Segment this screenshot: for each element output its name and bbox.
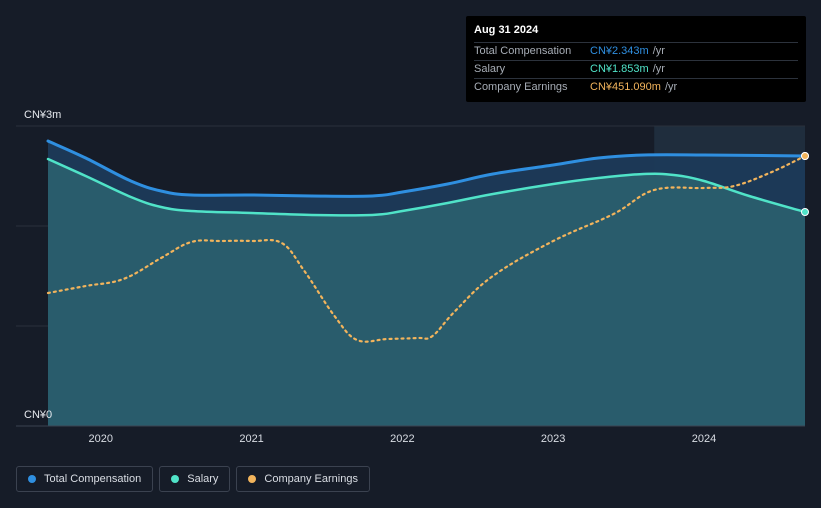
x-tick-label: 2022 bbox=[390, 433, 414, 445]
salary-area bbox=[48, 159, 805, 426]
tooltip-row-value: CN¥2.343m bbox=[590, 45, 649, 57]
legend-dot-icon bbox=[28, 475, 36, 483]
y-axis-bottom-label: CN¥0 bbox=[24, 409, 52, 421]
series-end-marker bbox=[801, 208, 809, 216]
tooltip-row-unit: /yr bbox=[652, 45, 665, 57]
x-tick-label: 2021 bbox=[239, 433, 263, 445]
tooltip-row-company-earnings: Company Earnings CN¥451.090m /yr bbox=[474, 78, 798, 96]
total-compensation-line bbox=[46, 139, 807, 198]
legend-dot-icon bbox=[171, 475, 180, 483]
tooltip-row-salary: Salary CN¥1.853m /yr bbox=[474, 60, 798, 78]
tooltip-row-total-compensation: Total Compensation CN¥2.343m /yr bbox=[474, 42, 798, 60]
tooltip-row-value: CN¥1.853m bbox=[590, 63, 649, 75]
tooltip-row-name: Total Compensation bbox=[474, 45, 572, 57]
tooltip-row-value: CN¥451.090m bbox=[590, 81, 661, 93]
legend-item-company-earnings[interactable]: Company Earnings bbox=[236, 466, 370, 492]
legend-dot-icon bbox=[248, 475, 257, 483]
salary-line bbox=[46, 157, 807, 217]
x-tick-label: 2020 bbox=[89, 433, 113, 445]
x-axis-ticks: 2020 2021 2022 2023 2024 bbox=[89, 433, 717, 445]
legend: Total Compensation Salary Company Earnin… bbox=[16, 466, 370, 492]
legend-label: Company Earnings bbox=[264, 473, 358, 485]
tooltip-row-name: Salary bbox=[474, 63, 506, 75]
x-tick-label: 2024 bbox=[692, 433, 716, 445]
legend-label: Total Compensation bbox=[44, 473, 142, 485]
x-tick-label: 2023 bbox=[541, 433, 565, 445]
company-earnings-line bbox=[46, 154, 807, 343]
tooltip-date: Aug 31 2024 bbox=[474, 24, 539, 36]
tooltip-row-name: Company Earnings bbox=[474, 81, 568, 93]
legend-item-total-compensation[interactable]: Total Compensation bbox=[16, 466, 154, 492]
tooltip: Aug 31 2024 Total Compensation CN¥2.343m… bbox=[466, 16, 806, 102]
tooltip-row-unit: /yr bbox=[652, 63, 665, 75]
legend-item-salary[interactable]: Salary bbox=[159, 466, 231, 492]
series-layer bbox=[46, 139, 809, 426]
y-axis-top-label: CN¥3m bbox=[24, 109, 61, 121]
series-end-marker bbox=[801, 152, 809, 160]
legend-label: Salary bbox=[187, 473, 219, 485]
tooltip-row-unit: /yr bbox=[664, 81, 678, 93]
